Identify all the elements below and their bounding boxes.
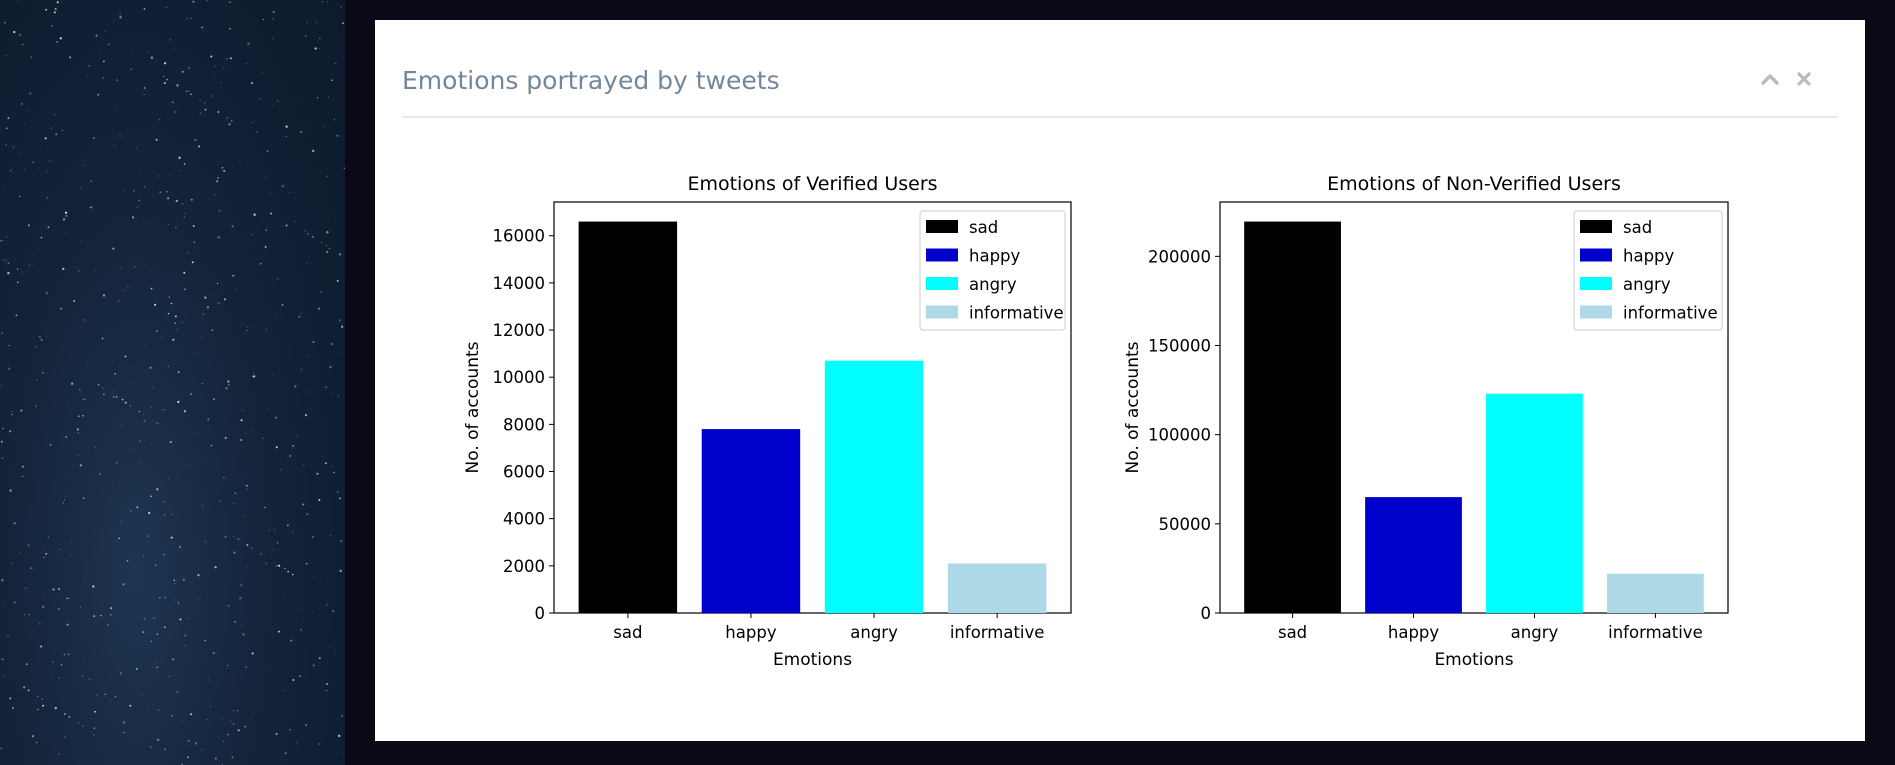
legend-swatch-informative (1580, 305, 1612, 319)
y-tick-label: 10000 (493, 368, 546, 387)
bar-angry (824, 360, 924, 613)
plot-frame (553, 201, 1072, 614)
legend-swatch-sad (926, 220, 958, 233)
y-tick-label: 0 (1201, 604, 1212, 623)
chart-1: sad happy angry informative 0 2000 4000 6000 800… (463, 173, 1072, 670)
x-tick-label: happy (1388, 623, 1440, 642)
y-tick-label: 2000 (503, 557, 545, 576)
panel-header: Emotions portrayed by tweets (402, 44, 1838, 118)
legend-label: sad (1623, 218, 1652, 237)
legend: sad happy angry informative (919, 210, 1066, 331)
chevron-up-icon (1761, 74, 1779, 85)
y-tick-label: 0 (535, 604, 546, 623)
y-tick-label: 6000 (503, 463, 545, 482)
y-axis-label: No. of accounts (1123, 341, 1143, 473)
close-icon (1797, 72, 1811, 86)
close-button[interactable] (1791, 66, 1817, 92)
chart-panel: Emotions portrayed by tweets sad happy ang… (375, 20, 1865, 741)
x-tick-label: informative (950, 623, 1045, 642)
bar-happy (701, 429, 801, 613)
x-tick-label: angry (850, 623, 898, 642)
y-tick-label: 150000 (1148, 337, 1211, 356)
legend-label: happy (969, 247, 1021, 266)
y-tick-label: 16000 (493, 227, 546, 246)
y-tick-label: 50000 (1159, 515, 1212, 534)
x-tick-label: sad (1278, 623, 1307, 642)
y-tick-label: 8000 (503, 415, 545, 434)
panel-title: Emotions portrayed by tweets (402, 66, 780, 95)
y-axis-label: No. of accounts (463, 341, 483, 473)
bar-informative (947, 563, 1047, 613)
legend-swatch-angry (1580, 277, 1612, 290)
charts-area: sad happy angry informative 0 2000 4000 6000 800… (463, 173, 1729, 670)
legend: sad happy angry informative (1573, 210, 1723, 331)
legend-swatch-sad (1580, 220, 1612, 233)
x-axis-label: Emotions (1434, 650, 1513, 670)
x-tick-label: informative (1608, 623, 1703, 642)
chart-title: Emotions of Non-Verified Users (1327, 173, 1621, 195)
x-tick-label: happy (725, 623, 777, 642)
chart-2: sad happy angry informative 0 50000 100000 1500… (1123, 173, 1729, 670)
legend-label: informative (1623, 304, 1718, 323)
legend-box (1573, 210, 1723, 331)
bar-sad (1244, 221, 1341, 614)
x-tick-label: angry (1511, 623, 1559, 642)
legend-swatch-happy (1580, 248, 1612, 262)
stars (0, 0, 345, 765)
bar-happy (1365, 497, 1462, 613)
bar-informative (1607, 573, 1704, 613)
y-tick-label: 12000 (493, 321, 546, 340)
legend-box (919, 210, 1066, 331)
legend-label: sad (969, 218, 998, 237)
legend-swatch-happy (926, 248, 958, 262)
x-axis-label: Emotions (773, 650, 852, 670)
collapse-button[interactable] (1757, 66, 1783, 92)
x-tick-label: sad (613, 623, 642, 642)
y-tick-label: 14000 (493, 274, 546, 293)
legend-swatch-informative (926, 305, 958, 319)
y-tick-label: 200000 (1148, 247, 1211, 266)
legend-label: informative (969, 304, 1064, 323)
legend-label: happy (1623, 247, 1675, 266)
legend-label: angry (1623, 275, 1671, 294)
y-tick-label: 100000 (1148, 426, 1211, 445)
starfield-background (0, 0, 345, 765)
legend-label: angry (969, 275, 1017, 294)
legend-swatch-angry (926, 277, 958, 290)
chart-title: Emotions of Verified Users (687, 173, 937, 195)
bar-angry (1486, 393, 1583, 613)
bar-sad (578, 221, 678, 614)
y-tick-label: 4000 (503, 510, 545, 529)
plot-frame (1219, 201, 1729, 614)
